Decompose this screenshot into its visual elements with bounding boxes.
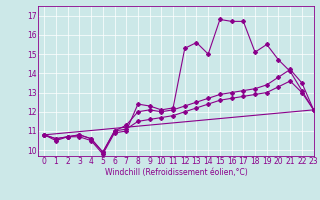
X-axis label: Windchill (Refroidissement éolien,°C): Windchill (Refroidissement éolien,°C) [105,168,247,177]
